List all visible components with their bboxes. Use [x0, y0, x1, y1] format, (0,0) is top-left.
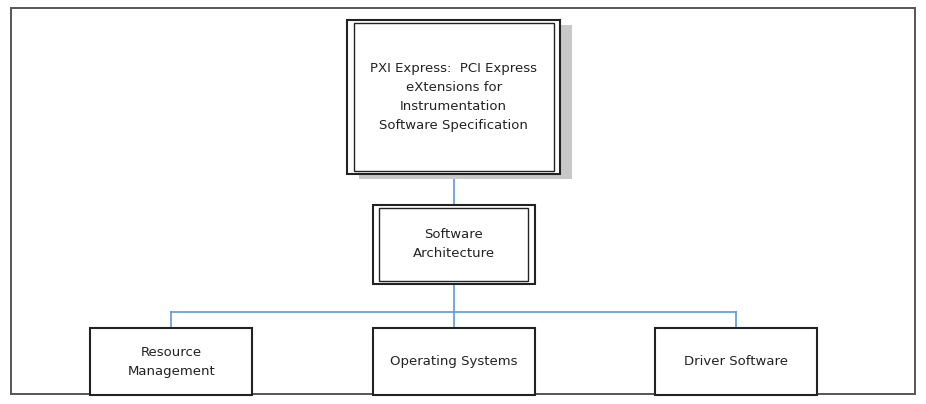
Text: Resource
Management: Resource Management [128, 345, 215, 378]
Text: Operating Systems: Operating Systems [390, 355, 518, 368]
Text: PXI Express:  PCI Express
eXtensions for
Instrumentation
Software Specification: PXI Express: PCI Express eXtensions for … [370, 62, 537, 132]
Text: Software
Architecture: Software Architecture [413, 228, 494, 261]
Text: Driver Software: Driver Software [684, 355, 788, 368]
